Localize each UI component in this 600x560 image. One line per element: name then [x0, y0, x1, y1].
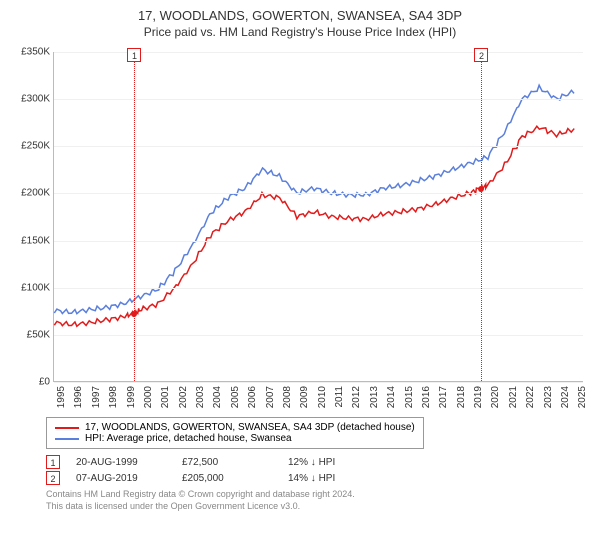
- attribution: Contains HM Land Registry data © Crown c…: [46, 489, 592, 512]
- y-axis-label: £150K: [8, 235, 50, 246]
- grid-line: [54, 288, 583, 289]
- y-axis-label: £200K: [8, 188, 50, 199]
- grid-line: [54, 335, 583, 336]
- sale-marker-line: [134, 52, 135, 381]
- y-axis-label: £100K: [8, 282, 50, 293]
- y-axis-label: £50K: [8, 329, 50, 340]
- legend-box: 17, WOODLANDS, GOWERTON, SWANSEA, SA4 3D…: [46, 417, 424, 449]
- legend-label: HPI: Average price, detached house, Swan…: [85, 433, 292, 444]
- sale-table-date: 07-AUG-2019: [76, 473, 156, 484]
- plot-region: 12: [53, 52, 583, 382]
- x-axis-label: 2025: [577, 386, 600, 408]
- title-block: 17, WOODLANDS, GOWERTON, SWANSEA, SA4 3D…: [8, 8, 592, 39]
- y-axis-label: £300K: [8, 94, 50, 105]
- title-address: 17, WOODLANDS, GOWERTON, SWANSEA, SA4 3D…: [8, 8, 592, 23]
- chart-container: 17, WOODLANDS, GOWERTON, SWANSEA, SA4 3D…: [0, 0, 600, 560]
- legend-label: 17, WOODLANDS, GOWERTON, SWANSEA, SA4 3D…: [85, 422, 415, 433]
- legend-row: HPI: Average price, detached house, Swan…: [55, 433, 415, 444]
- series-line-price_paid: [54, 126, 574, 326]
- sale-marker-badge: 2: [474, 48, 488, 62]
- sale-table-delta: 12% ↓ HPI: [288, 457, 368, 468]
- sale-table-date: 20-AUG-1999: [76, 457, 156, 468]
- sale-table-price: £72,500: [182, 457, 262, 468]
- sale-marker-badge: 1: [127, 48, 141, 62]
- plot-svg: [54, 52, 583, 381]
- grid-line: [54, 146, 583, 147]
- legend-row: 17, WOODLANDS, GOWERTON, SWANSEA, SA4 3D…: [55, 422, 415, 433]
- grid-line: [54, 241, 583, 242]
- y-axis-label: £250K: [8, 141, 50, 152]
- legend-swatch: [55, 427, 79, 429]
- attribution-line2: This data is licensed under the Open Gov…: [46, 501, 592, 513]
- chart-area: £0£50K£100K£150K£200K£250K£300K£350K 12 …: [8, 47, 592, 417]
- grid-line: [54, 382, 583, 383]
- series-line-hpi: [54, 85, 574, 314]
- sale-table-price: £205,000: [182, 473, 262, 484]
- title-subtitle: Price paid vs. HM Land Registry's House …: [8, 25, 592, 39]
- sale-table-row: 1 20-AUG-1999 £72,500 12% ↓ HPI: [46, 455, 592, 469]
- grid-line: [54, 99, 583, 100]
- sale-table-badge: 2: [46, 471, 60, 485]
- sale-marker-dot: [131, 311, 137, 317]
- y-axis-label: £0: [8, 377, 50, 388]
- sale-marker-line: [481, 52, 482, 381]
- sale-table-row: 2 07-AUG-2019 £205,000 14% ↓ HPI: [46, 471, 592, 485]
- sale-marker-dot: [478, 186, 484, 192]
- attribution-line1: Contains HM Land Registry data © Crown c…: [46, 489, 592, 501]
- y-axis-label: £350K: [8, 47, 50, 58]
- sale-table-delta: 14% ↓ HPI: [288, 473, 368, 484]
- sale-table: 1 20-AUG-1999 £72,500 12% ↓ HPI 2 07-AUG-2019…: [46, 455, 592, 485]
- grid-line: [54, 193, 583, 194]
- legend-swatch: [55, 438, 79, 440]
- sale-table-badge: 1: [46, 455, 60, 469]
